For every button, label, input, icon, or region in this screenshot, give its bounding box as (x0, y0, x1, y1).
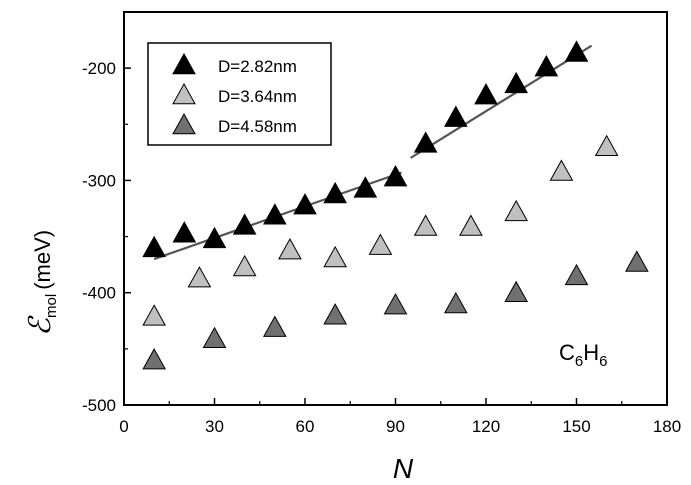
data-points (142, 40, 649, 370)
legend-marker (172, 82, 196, 105)
fit-line (410, 44, 593, 159)
data-point (262, 315, 287, 337)
y-axis-subscript: mol (43, 294, 60, 318)
annotation-part-1: C (559, 340, 575, 365)
data-point (232, 254, 257, 277)
annotation-part-2: 6 (575, 353, 583, 370)
molecule-annotation: C6H6 (559, 340, 607, 370)
x-tick-label: 90 (386, 417, 405, 436)
data-point (564, 263, 589, 286)
data-point (459, 214, 483, 236)
data-point (323, 245, 348, 268)
data-point (413, 214, 438, 236)
data-point (594, 134, 619, 157)
data-point (142, 235, 167, 258)
data-point (504, 71, 529, 94)
legend-label: D=4.58nm (218, 117, 297, 136)
data-point (413, 131, 438, 153)
x-tick-label: 0 (119, 417, 128, 436)
data-point (323, 181, 348, 204)
data-point (172, 221, 197, 243)
annotation-part-3: H (583, 340, 599, 365)
data-point (549, 159, 574, 181)
data-point (293, 193, 317, 215)
x-tick-label: 30 (205, 417, 224, 436)
legend: D=2.82nm D=3.64nm D=4.58nm (147, 42, 332, 146)
data-point (353, 176, 378, 198)
x-tick-label: 150 (562, 417, 590, 436)
data-point (142, 348, 167, 370)
data-point (202, 226, 227, 249)
y-axis-unit: (meV) (30, 230, 55, 290)
data-point (142, 304, 167, 326)
data-point (624, 250, 649, 272)
x-tick-label: 180 (653, 417, 681, 436)
data-point (232, 213, 257, 235)
data-point (368, 233, 393, 255)
data-point (278, 238, 302, 260)
data-point (187, 266, 212, 288)
y-tick-label: -400 (82, 284, 116, 303)
y-axis-label: ℰmol (meV) (24, 230, 60, 336)
data-point (474, 83, 498, 105)
legend-marker (172, 52, 196, 75)
legend-label: D=2.82nm (218, 57, 297, 76)
y-tick-label: -500 (82, 396, 116, 415)
data-point (323, 303, 348, 325)
axis-ticks: 0 30 60 90 120 150 180 -500 -400 -300 -200 (82, 11, 681, 436)
x-tick-label: 60 (296, 417, 315, 436)
data-point (534, 54, 559, 77)
legend-marker (172, 112, 196, 135)
svg-text:ℰmol(meV): ℰmol (meV) (24, 230, 60, 336)
data-point (202, 326, 227, 349)
data-point (504, 280, 529, 303)
data-point (383, 165, 408, 187)
data-point (443, 105, 468, 127)
data-point (262, 203, 287, 225)
x-axis-label: N (393, 453, 414, 484)
y-tick-label: -200 (82, 59, 116, 78)
data-point (564, 40, 589, 62)
data-point (504, 199, 529, 222)
annotation-part-4: 6 (599, 353, 607, 370)
data-point (383, 293, 408, 315)
y-axis-symbol: ℰ (24, 315, 57, 336)
data-point (443, 291, 468, 314)
x-tick-label: 120 (472, 417, 500, 436)
y-tick-label: -300 (82, 171, 116, 190)
legend-label: D=3.64nm (218, 87, 297, 106)
